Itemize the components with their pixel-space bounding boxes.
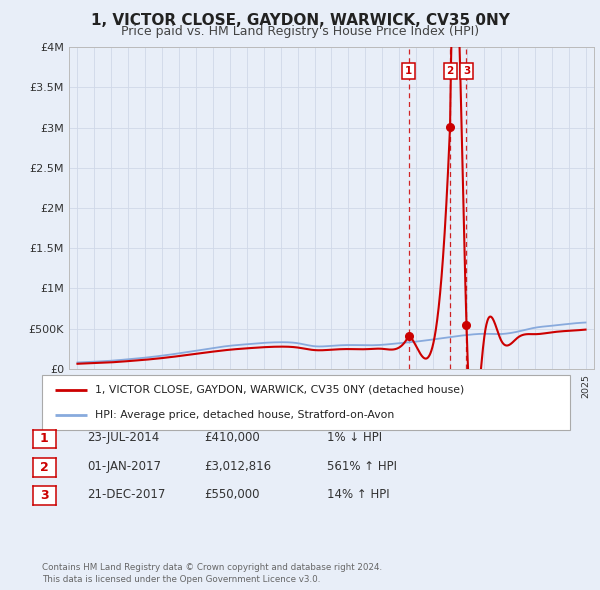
- Text: 1, VICTOR CLOSE, GAYDON, WARWICK, CV35 0NY (detached house): 1, VICTOR CLOSE, GAYDON, WARWICK, CV35 0…: [95, 385, 464, 395]
- Text: 2: 2: [446, 66, 454, 76]
- Text: 21-DEC-2017: 21-DEC-2017: [87, 488, 166, 501]
- Text: 1: 1: [405, 66, 412, 76]
- FancyBboxPatch shape: [42, 375, 570, 430]
- Text: 01-JAN-2017: 01-JAN-2017: [87, 460, 161, 473]
- Text: Contains HM Land Registry data © Crown copyright and database right 2024.
This d: Contains HM Land Registry data © Crown c…: [42, 563, 382, 584]
- Text: 2: 2: [40, 461, 49, 474]
- Text: 1, VICTOR CLOSE, GAYDON, WARWICK, CV35 0NY: 1, VICTOR CLOSE, GAYDON, WARWICK, CV35 0…: [91, 13, 509, 28]
- Text: 14% ↑ HPI: 14% ↑ HPI: [327, 488, 389, 501]
- Text: £550,000: £550,000: [204, 488, 260, 501]
- Text: HPI: Average price, detached house, Stratford-on-Avon: HPI: Average price, detached house, Stra…: [95, 410, 394, 420]
- Text: 561% ↑ HPI: 561% ↑ HPI: [327, 460, 397, 473]
- Text: £410,000: £410,000: [204, 431, 260, 444]
- Text: Price paid vs. HM Land Registry's House Price Index (HPI): Price paid vs. HM Land Registry's House …: [121, 25, 479, 38]
- Text: 3: 3: [463, 66, 470, 76]
- Text: 1% ↓ HPI: 1% ↓ HPI: [327, 431, 382, 444]
- Text: 1: 1: [40, 432, 49, 445]
- Text: 3: 3: [40, 489, 49, 502]
- Text: £3,012,816: £3,012,816: [204, 460, 271, 473]
- Text: 23-JUL-2014: 23-JUL-2014: [87, 431, 159, 444]
